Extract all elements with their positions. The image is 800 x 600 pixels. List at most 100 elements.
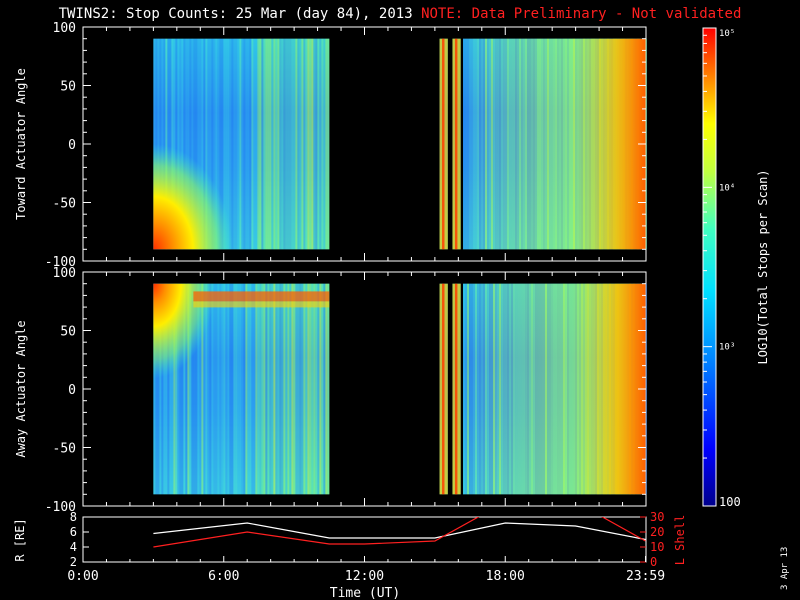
heatmap-column [277, 283, 280, 495]
heatmap-column [235, 38, 238, 250]
heatmap-column [195, 283, 198, 495]
heatmap-hot-core [454, 283, 458, 495]
ylabel-away: Away Actuator Angle [14, 320, 28, 457]
heatmap-column [247, 38, 250, 250]
xlabel-time: Time (UT) [330, 586, 400, 600]
colorbar-tick-label: 10³ [719, 343, 735, 353]
ytick-label-right: 30 [650, 510, 664, 524]
heatmap-column [323, 38, 326, 250]
heatmap-column [177, 283, 180, 495]
heatmap-column [293, 38, 296, 250]
heatmap-column [239, 283, 242, 495]
heatmap-column [317, 283, 320, 495]
heatmap-column [279, 38, 282, 250]
colorbar-tick-label: 100 [719, 495, 741, 509]
heatmap-column [249, 283, 252, 495]
heatmap-column [321, 38, 324, 250]
heatmap-column [645, 38, 648, 250]
ytick-label: -50 [53, 442, 76, 457]
heatmap-column [163, 283, 166, 495]
ylabel-lshell: L Shell [673, 515, 687, 566]
heatmap-column [281, 38, 284, 250]
xtick-label: 0:00 [67, 569, 98, 584]
heatmap-column [261, 283, 264, 495]
ylabel-r: R [RE] [13, 518, 27, 561]
ytick-label: 6 [70, 525, 77, 539]
heatmap-toward [153, 38, 648, 250]
heatmap-column [317, 38, 320, 250]
heatmap-column [315, 283, 318, 495]
title-note: NOTE: Data Preliminary - Not validated [421, 6, 742, 22]
xtick-label: 6:00 [208, 569, 239, 584]
heatmap-column [175, 283, 178, 495]
heatmap-column [161, 283, 164, 495]
heatmap-column [159, 283, 162, 495]
heatmap-column [255, 38, 258, 250]
heatmap-corner-hot [153, 144, 233, 250]
heatmap-column [267, 283, 270, 495]
heatmap-column [267, 38, 270, 250]
heatmap-column [197, 283, 200, 495]
heatmap-column [263, 38, 266, 250]
heatmap-column [239, 38, 242, 250]
heatmap-column [291, 38, 294, 250]
heatmap-column [271, 283, 274, 495]
heatmap-column [253, 283, 256, 495]
ytick-label: 2 [70, 555, 77, 569]
heatmap-column [297, 38, 300, 250]
colorbar-tick-label: 10⁵ [719, 29, 735, 39]
heatmap-column [285, 283, 288, 495]
orbit-lines [153, 517, 646, 548]
heatmap-column [309, 38, 312, 250]
heatmap-column [311, 38, 314, 250]
heatmap-column [315, 38, 318, 250]
heatmap-column [271, 38, 274, 250]
panel-away: 100 50 0 -50 -100 Away Actuator Angle [14, 266, 648, 515]
heatmap-column [301, 38, 304, 250]
heatmap-column [645, 283, 648, 495]
heatmap-column [265, 283, 268, 495]
heatmap-column [187, 283, 190, 495]
heatmap-column [293, 283, 296, 495]
heatmap-column [319, 38, 322, 250]
heatmap-column [201, 283, 204, 495]
heatmap-column [233, 38, 236, 250]
heatmap-column [173, 283, 176, 495]
heatmap-column [269, 283, 272, 495]
heatmap-column [299, 38, 302, 250]
heatmap-column [305, 283, 308, 495]
heatmap-column [275, 283, 278, 495]
heatmap-column [273, 38, 276, 250]
heatmap-column [275, 38, 278, 250]
heatmap-column [305, 38, 308, 250]
heatmap-column [277, 38, 280, 250]
heatmap-column [245, 38, 248, 250]
heatmap-column [289, 283, 292, 495]
heatmap-column [283, 38, 286, 250]
ytick-label: -100 [45, 500, 76, 515]
heatmap-hot-core [454, 38, 458, 250]
heatmap-column [203, 283, 206, 495]
ytick-label: 0 [68, 383, 76, 398]
heatmap-column [225, 283, 228, 495]
heatmap-column [183, 283, 186, 495]
heatmap-column [291, 283, 294, 495]
heatmap-column [295, 283, 298, 495]
heatmap-column [325, 38, 328, 250]
series-line-lshell [153, 517, 646, 548]
heatmap-column [235, 283, 238, 495]
heatmap-column [303, 283, 306, 495]
ytick-label-right: 20 [650, 525, 664, 539]
heatmap-column [155, 283, 158, 495]
heatmap-column [179, 283, 182, 495]
heatmap-column [253, 38, 256, 250]
heatmap-column [241, 283, 244, 495]
chart-title: TWINS2: Stop Counts: 25 Mar (day 84), 20… [0, 6, 800, 22]
ytick-label: 100 [53, 21, 76, 36]
heatmap-column [211, 283, 214, 495]
heatmap-column [153, 283, 156, 495]
heatmap-column [217, 283, 220, 495]
heatmap-column [243, 38, 246, 250]
heatmap-column [303, 38, 306, 250]
